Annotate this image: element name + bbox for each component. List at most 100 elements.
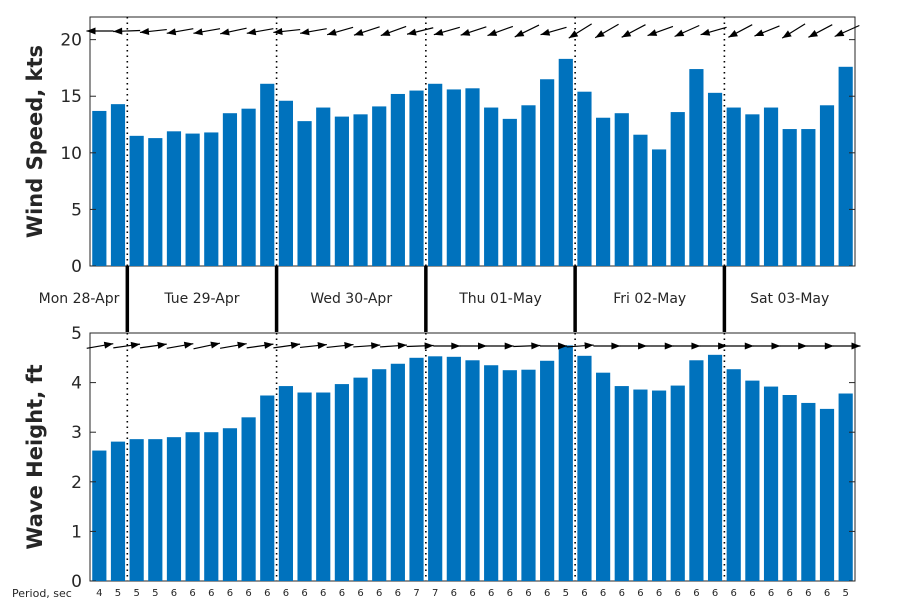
wave-height-panel: 0 1 2 3 4 5 Wave Height, ft	[23, 324, 861, 592]
wind-arrow-head	[193, 28, 203, 36]
wind-bar	[484, 107, 499, 266]
wave-arrow-head	[531, 342, 541, 350]
period-value: 6	[301, 588, 307, 599]
wind-direction-arrow	[594, 23, 619, 39]
wind-bar	[278, 100, 294, 266]
wind-bar	[241, 108, 256, 266]
wave-direction-arrow	[139, 341, 167, 349]
wind-direction-arrow	[139, 27, 167, 35]
wave-arrow-head	[290, 341, 301, 349]
wind-bar	[558, 58, 573, 266]
wind-arrow-head	[380, 29, 391, 36]
wave-arrow-head	[798, 342, 808, 350]
wind-arrow-head	[514, 29, 525, 37]
wave-bar	[707, 354, 723, 581]
wind-bar	[465, 88, 480, 267]
wave-arrow-head	[264, 341, 274, 349]
wave-bar	[633, 389, 648, 581]
wind-arrow-head	[568, 30, 579, 39]
wave-bar	[502, 370, 517, 581]
wave-arrow-head	[371, 342, 381, 350]
wave-arrow-head	[317, 342, 327, 350]
wind-direction-arrow	[540, 26, 567, 36]
wind-bar	[428, 83, 443, 266]
wind-bar	[577, 91, 592, 266]
period-value: 6	[488, 588, 494, 599]
wave-bar	[204, 432, 219, 581]
period-value: 6	[376, 588, 382, 599]
wave-arrow-head	[397, 342, 407, 350]
wave-bar	[484, 365, 499, 581]
wind-bar	[260, 83, 275, 266]
wind-ytick-label: 10	[60, 144, 82, 164]
wind-arrow-head	[300, 28, 310, 36]
wave-arrow-head	[851, 342, 861, 350]
period-value: 6	[264, 588, 270, 599]
wave-arrow-head	[824, 342, 834, 350]
wave-direction-arrow	[566, 342, 594, 350]
period-value: 7	[413, 588, 419, 599]
wind-direction-arrow	[460, 26, 487, 36]
wind-arrow-head	[834, 29, 845, 37]
wind-bar	[353, 114, 368, 266]
period-value: 6	[227, 588, 233, 599]
wave-direction-arrow	[486, 342, 514, 350]
wave-bar	[670, 385, 685, 581]
wave-bar	[801, 402, 816, 581]
period-value: 6	[581, 588, 587, 599]
period-label: Period, sec	[12, 587, 72, 600]
wind-bar	[446, 89, 461, 266]
wave-bar	[166, 437, 182, 581]
wave-direction-arrow	[620, 342, 648, 350]
wind-arrow-head	[433, 28, 444, 36]
wave-direction-arrow	[806, 342, 834, 350]
wave-direction-arrow	[513, 342, 541, 350]
period-value: 6	[171, 588, 177, 599]
wave-ytick-label: 0	[71, 572, 82, 592]
wind-arrow-head	[700, 28, 711, 36]
wind-arrow-head	[782, 30, 792, 39]
wind-direction-arrow	[647, 25, 674, 37]
day-label-strip: Mon 28-Apr Tue 29-Apr Wed 30-Apr Thu 01-May…	[39, 266, 829, 332]
wave-arrow-head	[237, 341, 247, 349]
wave-direction-arrow	[299, 342, 327, 350]
period-value: 6	[208, 588, 214, 599]
period-value: 6	[675, 588, 681, 599]
wind-direction-arrow	[113, 27, 141, 35]
wave-ytick-label: 2	[71, 473, 82, 493]
period-value: 6	[749, 588, 755, 599]
period-value: 6	[283, 588, 289, 599]
wave-direction-arrow	[433, 342, 461, 350]
wave-arrow-head	[638, 342, 648, 350]
wind-bar	[596, 117, 611, 267]
period-value: 6	[395, 588, 401, 599]
wave-direction-arrow	[593, 342, 621, 350]
period-value: 6	[805, 588, 811, 599]
wind-bar	[372, 106, 387, 266]
wind-direction-arrow	[834, 24, 860, 38]
period-value: 6	[731, 588, 737, 599]
wave-arrow-head	[744, 342, 754, 350]
day-label: Wed 30-Apr	[310, 291, 392, 307]
wave-bar	[110, 441, 126, 581]
wind-direction-arrow	[568, 23, 592, 39]
wave-bar	[465, 360, 480, 581]
wind-direction-arrow	[728, 24, 753, 38]
wave-bar	[260, 395, 275, 581]
wave-arrow-head	[210, 341, 220, 349]
wave-bar	[390, 363, 405, 581]
wave-direction-arrow	[673, 342, 701, 350]
wind-bar	[334, 116, 349, 266]
wave-bar	[372, 369, 387, 581]
wind-bar	[633, 134, 648, 266]
wave-arrow-head	[558, 342, 568, 350]
wave-ytick-label: 5	[71, 324, 82, 344]
wind-bar	[689, 69, 704, 267]
wave-ytick-label: 1	[71, 522, 82, 542]
wind-bar	[819, 105, 835, 266]
wind-arrow-head	[808, 30, 818, 38]
wind-arrow-head	[86, 27, 96, 35]
wind-direction-arrow	[86, 27, 114, 35]
wind-arrow-head	[166, 28, 177, 36]
